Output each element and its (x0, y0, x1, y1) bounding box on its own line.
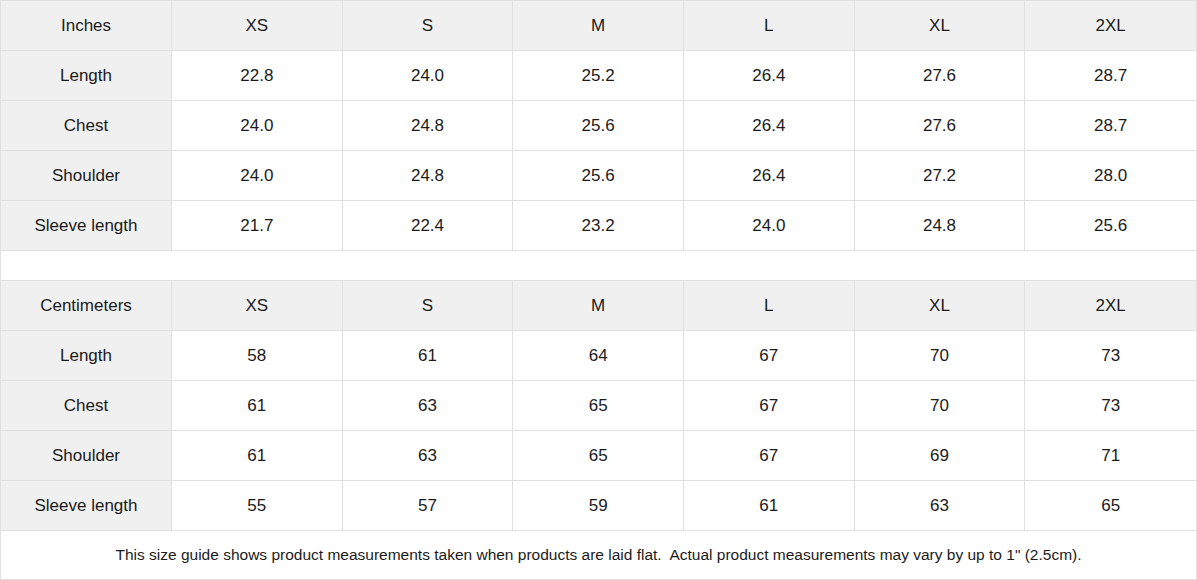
size-header-cell: S (343, 281, 514, 331)
measurement-cell: 24.8 (343, 151, 514, 201)
size-guide-table: InchesXSSMLXL2XLLength22.824.025.226.427… (0, 0, 1197, 580)
measurement-cell: 24.0 (684, 201, 855, 251)
row-label-cell: Sleeve length (1, 481, 172, 531)
measurement-cell: 22.4 (343, 201, 514, 251)
measurement-cell: 21.7 (172, 201, 343, 251)
measurement-cell: 61 (684, 481, 855, 531)
measurement-cell: 58 (172, 331, 343, 381)
table-row: Chest24.024.825.626.427.628.7 (1, 101, 1196, 151)
measurement-cell: 27.6 (855, 101, 1026, 151)
size-guide-footnote: This size guide shows product measuremen… (1, 531, 1196, 579)
table-row: Chest616365677073 (1, 381, 1196, 431)
row-label-cell: Shoulder (1, 151, 172, 201)
measurement-cell: 24.0 (172, 151, 343, 201)
measurement-cell: 25.6 (513, 151, 684, 201)
row-label-cell: Chest (1, 381, 172, 431)
measurement-cell: 69 (855, 431, 1026, 481)
measurement-cell: 57 (343, 481, 514, 531)
measurement-cell: 64 (513, 331, 684, 381)
size-header-cell: M (513, 1, 684, 51)
table-row: Shoulder24.024.825.626.427.228.0 (1, 151, 1196, 201)
measurement-cell: 73 (1025, 381, 1196, 431)
size-table-inches: InchesXSSMLXL2XLLength22.824.025.226.427… (1, 1, 1196, 251)
section-spacer (1, 251, 1196, 281)
size-header-cell: XS (172, 281, 343, 331)
measurement-cell: 63 (343, 431, 514, 481)
measurement-cell: 67 (684, 381, 855, 431)
measurement-cell: 27.6 (855, 51, 1026, 101)
table-row: Shoulder616365676971 (1, 431, 1196, 481)
measurement-cell: 28.7 (1025, 51, 1196, 101)
row-label-cell: Length (1, 331, 172, 381)
table-row: Length586164677073 (1, 331, 1196, 381)
measurement-cell: 73 (1025, 331, 1196, 381)
size-header-cell: XS (172, 1, 343, 51)
measurement-cell: 61 (343, 331, 514, 381)
table-row: Sleeve length21.722.423.224.024.825.6 (1, 201, 1196, 251)
size-table-header-row: InchesXSSMLXL2XL (1, 1, 1196, 51)
unit-header-cell: Centimeters (1, 281, 172, 331)
size-header-cell: M (513, 281, 684, 331)
measurement-cell: 24.8 (855, 201, 1026, 251)
measurement-cell: 23.2 (513, 201, 684, 251)
measurement-cell: 70 (855, 331, 1026, 381)
measurement-cell: 67 (684, 331, 855, 381)
measurement-cell: 63 (855, 481, 1026, 531)
measurement-cell: 25.6 (513, 101, 684, 151)
measurement-cell: 67 (684, 431, 855, 481)
row-label-cell: Chest (1, 101, 172, 151)
size-table-header-row: CentimetersXSSMLXL2XL (1, 281, 1196, 331)
measurement-cell: 25.2 (513, 51, 684, 101)
measurement-cell: 61 (172, 431, 343, 481)
row-label-cell: Sleeve length (1, 201, 172, 251)
measurement-cell: 65 (513, 381, 684, 431)
measurement-cell: 24.8 (343, 101, 514, 151)
measurement-cell: 26.4 (684, 101, 855, 151)
measurement-cell: 55 (172, 481, 343, 531)
size-header-cell: XL (855, 1, 1026, 51)
size-table-centimeters: CentimetersXSSMLXL2XLLength586164677073C… (1, 281, 1196, 531)
measurement-cell: 59 (513, 481, 684, 531)
size-header-cell: L (684, 281, 855, 331)
measurement-cell: 61 (172, 381, 343, 431)
row-label-cell: Length (1, 51, 172, 101)
measurement-cell: 28.7 (1025, 101, 1196, 151)
measurement-cell: 22.8 (172, 51, 343, 101)
measurement-cell: 24.0 (343, 51, 514, 101)
size-header-cell: S (343, 1, 514, 51)
size-header-cell: L (684, 1, 855, 51)
measurement-cell: 65 (1025, 481, 1196, 531)
table-row: Length22.824.025.226.427.628.7 (1, 51, 1196, 101)
measurement-cell: 27.2 (855, 151, 1026, 201)
measurement-cell: 26.4 (684, 51, 855, 101)
row-label-cell: Shoulder (1, 431, 172, 481)
measurement-cell: 70 (855, 381, 1026, 431)
measurement-cell: 26.4 (684, 151, 855, 201)
measurement-cell: 24.0 (172, 101, 343, 151)
measurement-cell: 65 (513, 431, 684, 481)
size-header-cell: XL (855, 281, 1026, 331)
measurement-cell: 25.6 (1025, 201, 1196, 251)
size-header-cell: 2XL (1025, 281, 1196, 331)
table-row: Sleeve length555759616365 (1, 481, 1196, 531)
measurement-cell: 63 (343, 381, 514, 431)
unit-header-cell: Inches (1, 1, 172, 51)
size-header-cell: 2XL (1025, 1, 1196, 51)
measurement-cell: 71 (1025, 431, 1196, 481)
measurement-cell: 28.0 (1025, 151, 1196, 201)
